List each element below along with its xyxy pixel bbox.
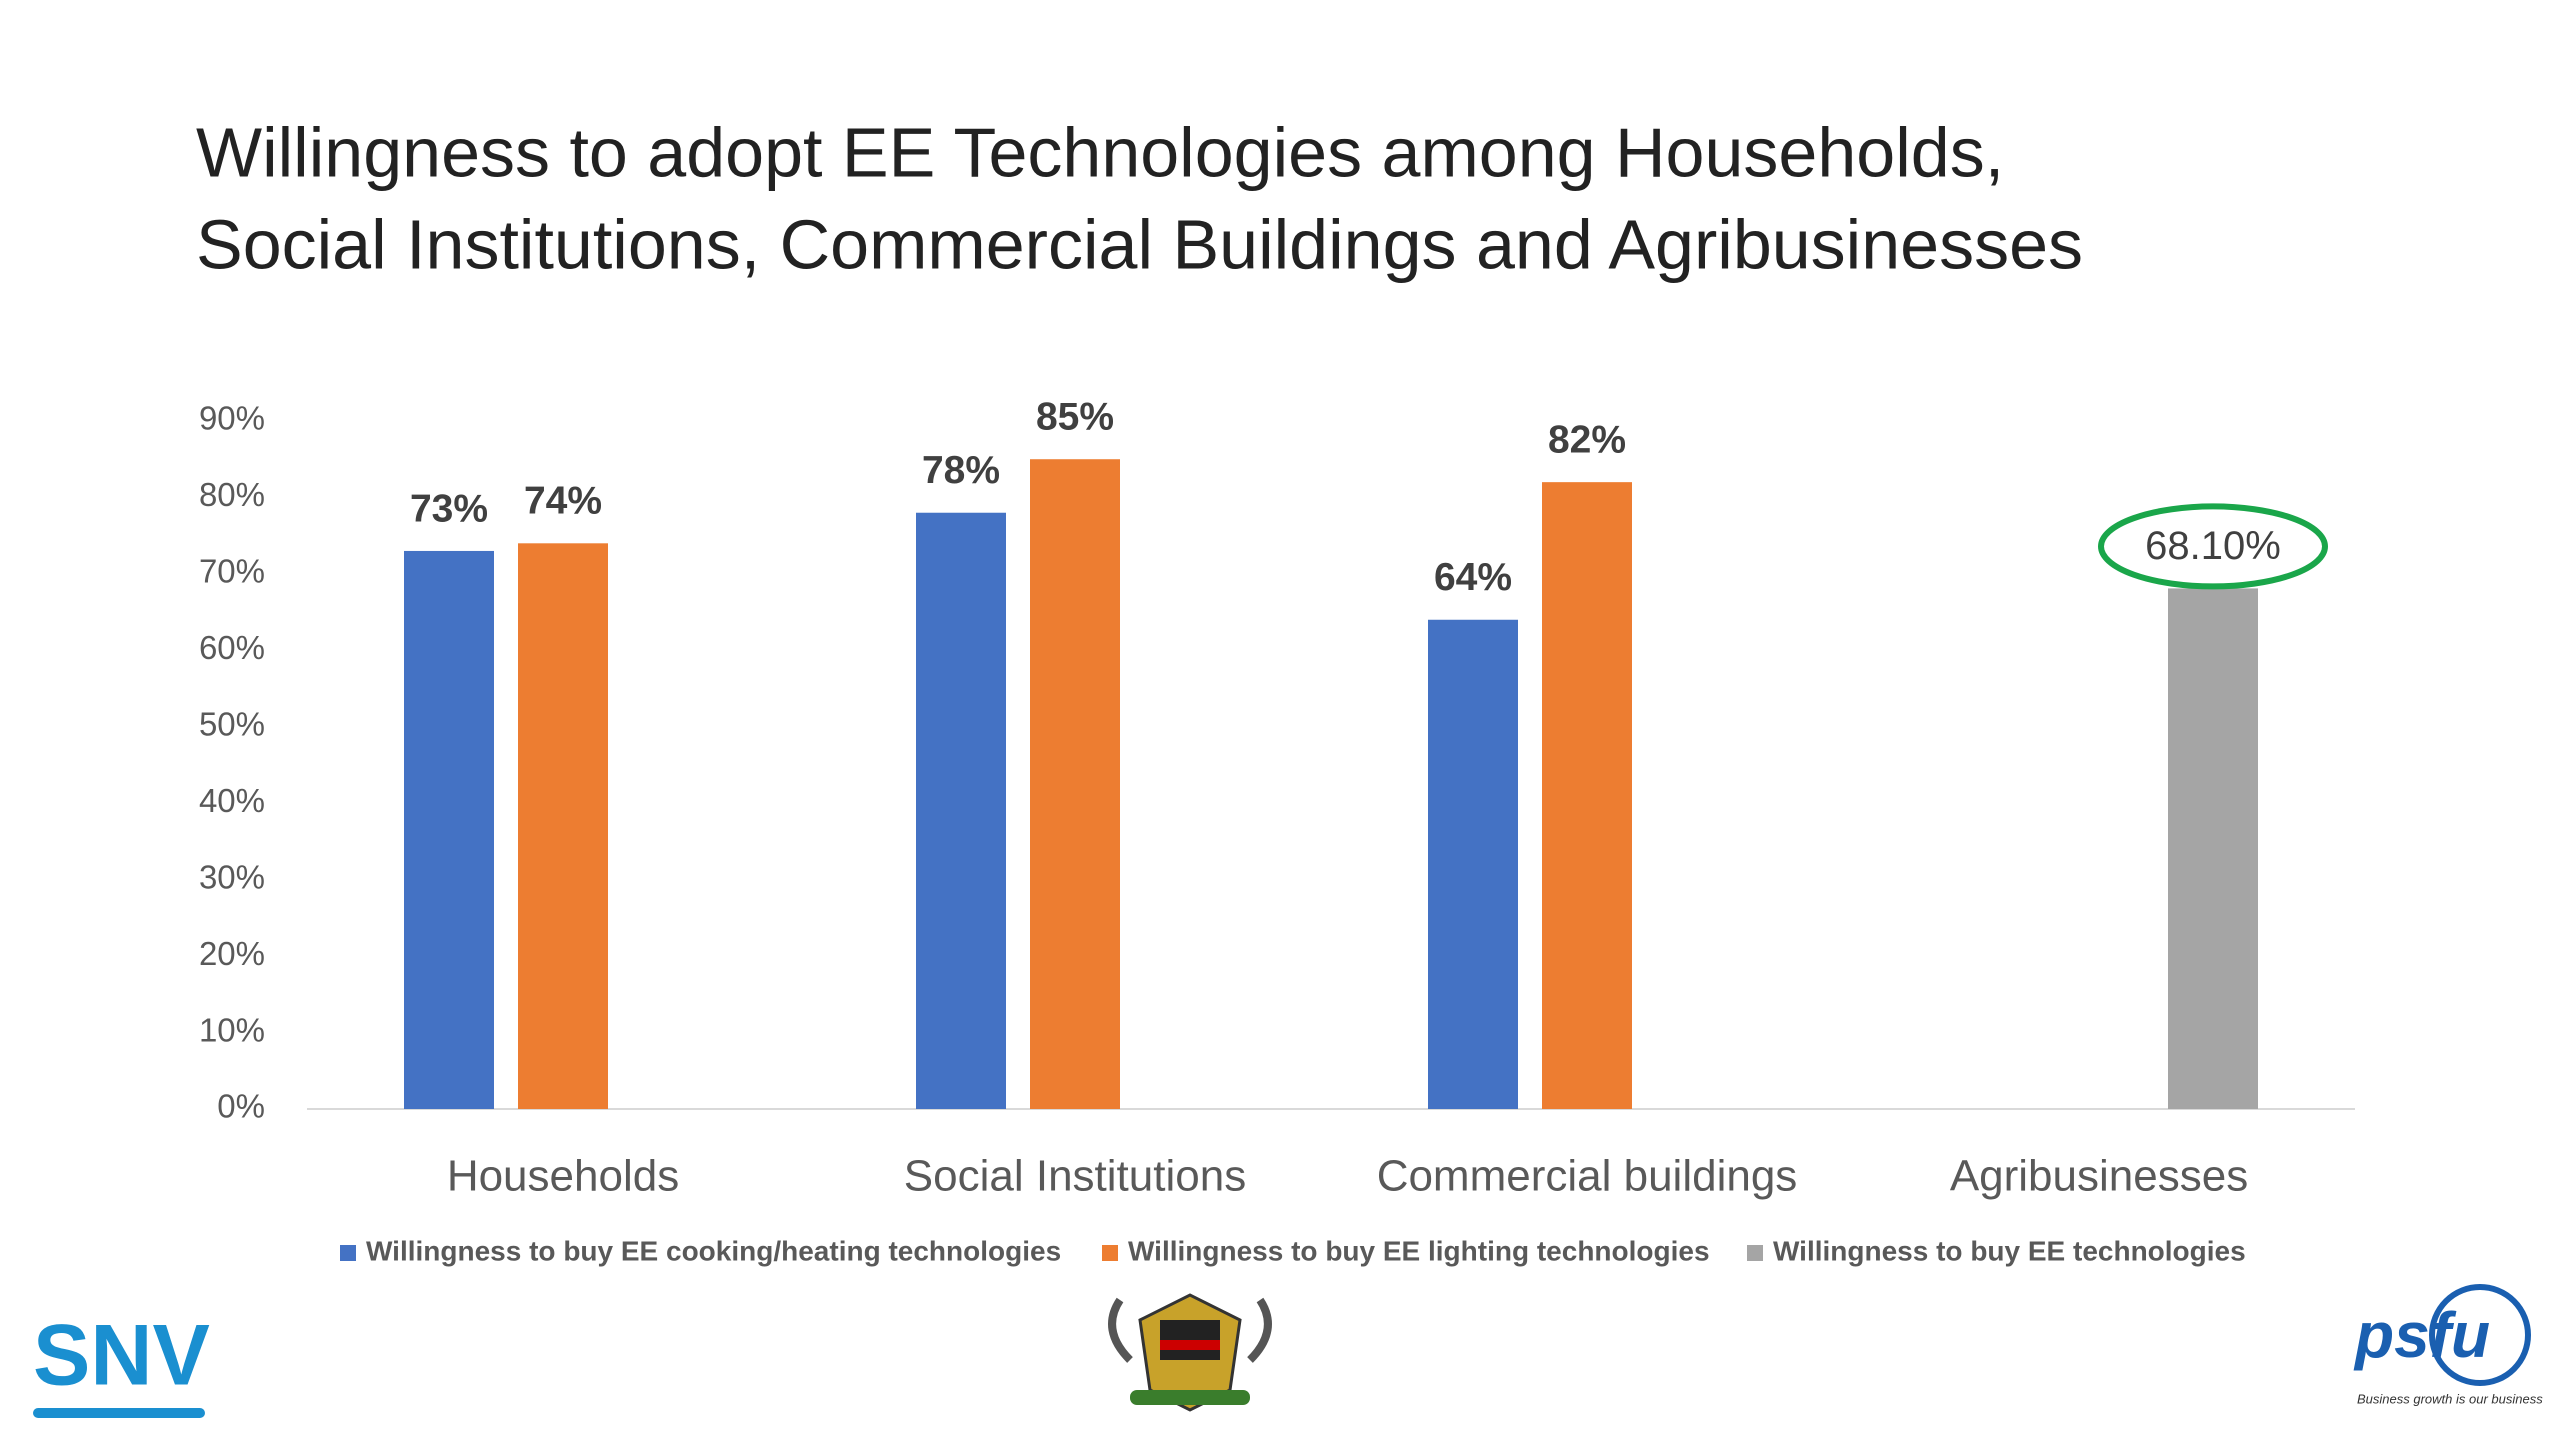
data-label: 73% <box>410 487 488 530</box>
chart-title: Willingness to adopt EE Technologies amo… <box>196 113 2004 191</box>
y-tick-label: 20% <box>199 935 265 972</box>
data-label: 78% <box>922 449 1000 492</box>
legend-label: Willingness to buy EE cooking/heating te… <box>366 1235 1061 1266</box>
x-tick-label: Social Institutions <box>904 1152 1246 1201</box>
y-tick-label: 50% <box>199 705 265 742</box>
logo-tagline: Business growth is our business <box>2357 1391 2543 1406</box>
x-tick-label: Agribusinesses <box>1950 1152 2248 1201</box>
y-tick-label: 0% <box>217 1088 265 1125</box>
legend-swatch <box>1747 1245 1763 1261</box>
y-tick-label: 90% <box>199 400 265 437</box>
highlight-ellipse <box>2098 503 2328 590</box>
logo-crest <box>1108 1293 1272 1412</box>
logo-globe <box>2429 1284 2531 1386</box>
legend-label: Willingness to buy EE technologies <box>1773 1235 2246 1266</box>
bar <box>1542 482 1632 1110</box>
bar <box>518 543 608 1109</box>
y-tick-label: 70% <box>199 553 265 590</box>
logo-psfu: psfu <box>2353 1299 2490 1371</box>
data-label: 85% <box>1036 396 1114 439</box>
y-tick-label: 10% <box>199 1011 265 1048</box>
y-tick-label: 30% <box>199 858 265 895</box>
x-tick-label: Commercial buildings <box>1377 1152 1798 1201</box>
y-tick-label: 60% <box>199 629 265 666</box>
data-label: 68.10% <box>2145 524 2281 568</box>
y-tick-label: 80% <box>199 476 265 513</box>
logo-snv-underline <box>33 1408 205 1418</box>
bar <box>2168 588 2258 1109</box>
bar <box>1428 619 1518 1109</box>
legend-label: Willingness to buy EE lighting technolog… <box>1128 1235 1710 1266</box>
x-tick-label: Households <box>447 1152 679 1201</box>
y-tick-label: 40% <box>199 782 265 819</box>
chart-subtitle: Social Institutions, Commercial Building… <box>196 205 2083 283</box>
legend-swatch <box>340 1245 356 1261</box>
data-label: 74% <box>524 480 602 523</box>
legend-swatch <box>1102 1245 1118 1261</box>
bar <box>916 512 1006 1109</box>
data-label: 82% <box>1548 418 1626 461</box>
logo-snv: SNV <box>33 1308 210 1404</box>
bar <box>404 550 494 1109</box>
bar <box>1030 459 1120 1109</box>
data-label: 64% <box>1434 556 1512 599</box>
